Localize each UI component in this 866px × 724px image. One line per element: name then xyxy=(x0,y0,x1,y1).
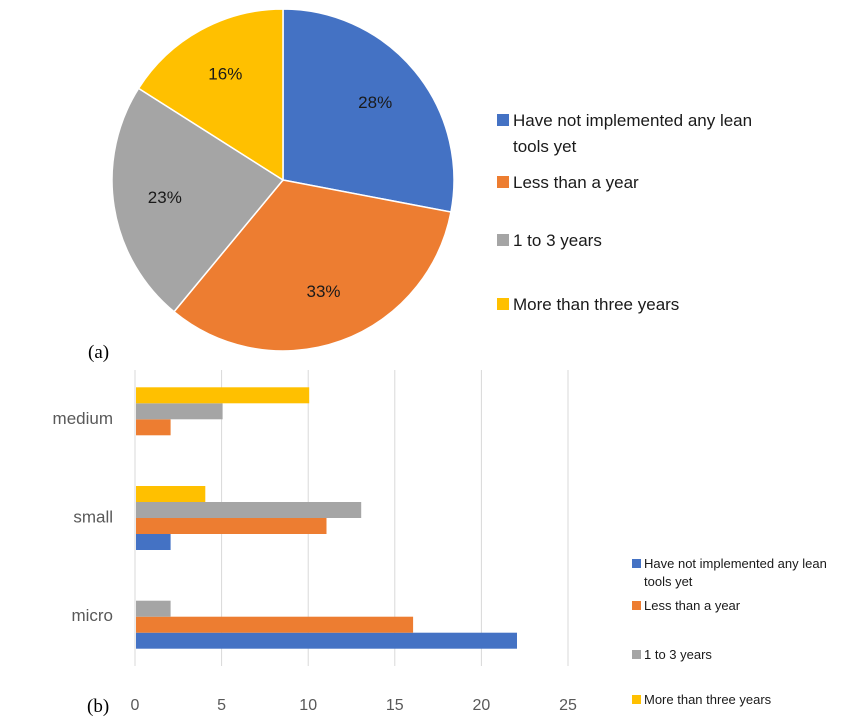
bar-x-tick-3: 15 xyxy=(386,697,404,714)
bar-category-label-medium: medium xyxy=(53,409,113,428)
pie-slice-3 xyxy=(137,8,284,182)
pie-data-label-2: 23% xyxy=(148,188,182,207)
pie-legend-swatch-3 xyxy=(497,298,509,310)
bar-medium-series-3 xyxy=(136,387,310,404)
bar-legend-swatch-1 xyxy=(632,601,641,610)
bar-legend-swatch-3 xyxy=(632,695,641,704)
bar-x-tick-1: 5 xyxy=(217,697,226,714)
bar-x-tick-5: 25 xyxy=(559,697,577,714)
pie-legend-swatch-2 xyxy=(497,234,509,246)
bar-legend-swatch-2 xyxy=(632,650,641,659)
pie-legend-label-1: Less than a year xyxy=(513,173,639,192)
bar-chart: micro small medium 0 5 10 15 20 25 Have not imp… xyxy=(53,370,827,714)
bar-category-label-micro: micro xyxy=(71,606,113,625)
bar-legend-swatch-0 xyxy=(632,559,641,568)
pie-legend: Have not implemented any lean tools yet Le… xyxy=(497,111,752,314)
bar-legend-label-0: Have not implemented any lean tools yet xyxy=(644,556,827,589)
bar-micro-series-1 xyxy=(136,616,414,633)
panel-label-b: (b) xyxy=(87,696,109,717)
bar-legend-label-1: Less than a year xyxy=(644,598,741,613)
pie-legend-swatch-0 xyxy=(497,114,509,126)
bar-small-series-3 xyxy=(136,486,206,502)
pie-data-label-0: 28% xyxy=(358,93,392,112)
pie-legend-swatch-1 xyxy=(497,176,509,188)
bar-legend-label-3: More than three years xyxy=(644,692,772,707)
bar-category-label-small: small xyxy=(73,507,113,526)
pie-legend-label-2: 1 to 3 years xyxy=(513,231,602,250)
bar-x-tick-2: 10 xyxy=(299,697,317,714)
pie-labels: 28% 33% 23% 16% xyxy=(148,65,392,302)
bar-legend: Have not implemented any lean tools yet Le… xyxy=(632,556,827,707)
pie-legend-label-3: More than three years xyxy=(513,295,679,314)
pie-legend-label-0: Have not implemented any lean tools yet xyxy=(513,111,752,156)
bar-legend-label-2: 1 to 3 years xyxy=(644,647,712,662)
bar-small-series-1 xyxy=(136,518,327,534)
panel-label-a: (a) xyxy=(88,342,109,363)
pie-data-label-3: 16% xyxy=(208,65,242,84)
pie-data-label-1: 33% xyxy=(306,282,340,301)
pie-slices xyxy=(111,8,455,352)
bar-micro-series-0 xyxy=(136,632,517,649)
bar-category-labels: micro small medium xyxy=(53,409,113,625)
bar-x-tick-labels: 0 5 10 15 20 25 xyxy=(131,697,577,714)
bar-bars xyxy=(136,387,517,649)
bar-micro-series-2 xyxy=(136,600,171,617)
pie-chart: 28% 33% 23% 16% Have not implemented any le… xyxy=(111,8,752,352)
bar-medium-series-1 xyxy=(136,419,171,436)
bar-small-series-0 xyxy=(136,534,171,550)
bar-x-tick-0: 0 xyxy=(131,697,140,714)
pie-slice-2 xyxy=(111,87,285,313)
pie-slice-1 xyxy=(172,179,452,352)
bar-medium-series-2 xyxy=(136,403,223,420)
bar-x-tick-4: 20 xyxy=(473,697,491,714)
bar-small-series-2 xyxy=(136,502,362,518)
pie-slice-0 xyxy=(282,8,455,213)
